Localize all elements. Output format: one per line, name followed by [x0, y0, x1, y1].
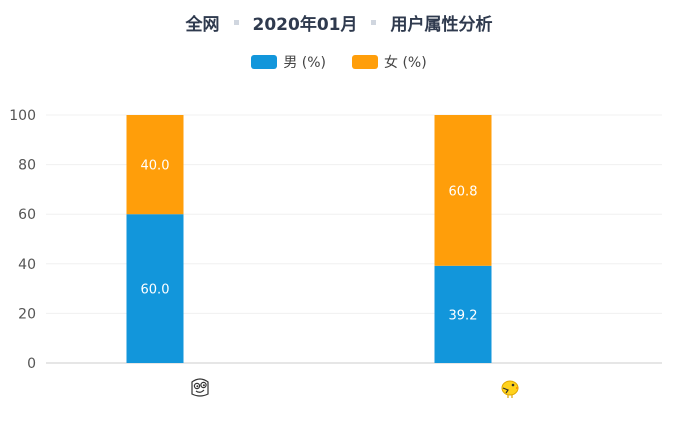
data-label: 60.8 — [449, 184, 478, 199]
bar-female-0 — [126, 115, 184, 215]
yellow-bird-app-icon — [495, 373, 525, 403]
data-label: 39.2 — [449, 308, 478, 323]
y-tick-label: 80 — [18, 158, 36, 174]
y-tick-label: 40 — [18, 257, 36, 273]
title-separator — [233, 19, 239, 25]
data-label: 60.0 — [141, 283, 170, 298]
bar-male-1 — [434, 265, 492, 363]
legend-swatch-female — [352, 55, 378, 69]
y-tick-label: 100 — [9, 108, 36, 124]
pink-face-app-icon — [185, 373, 215, 403]
legend-label-female: 女 (%) — [384, 55, 427, 71]
data-label: 40.0 — [141, 159, 170, 174]
title-separator — [371, 19, 377, 25]
bar-female-1 — [434, 115, 492, 266]
title-scope: 全网 — [185, 14, 220, 35]
legend-label-male: 男 (%) — [283, 55, 326, 71]
legend-swatch-male — [251, 55, 278, 69]
chart-title: 全网 2020年01月 用户属性分析 — [0, 8, 678, 36]
chart-legend: 男 (%) 女 (%) — [0, 52, 678, 72]
y-tick-label: 60 — [18, 207, 36, 223]
legend-item-male[interactable]: 男 (%) — [251, 52, 326, 72]
title-subject: 用户属性分析 — [390, 14, 493, 35]
y-tick-label: 20 — [18, 306, 36, 322]
y-tick-label: 0 — [27, 356, 36, 372]
legend-item-female[interactable]: 女 (%) — [352, 52, 427, 72]
bar-male-0 — [126, 214, 184, 363]
title-period: 2020年01月 — [252, 14, 358, 35]
